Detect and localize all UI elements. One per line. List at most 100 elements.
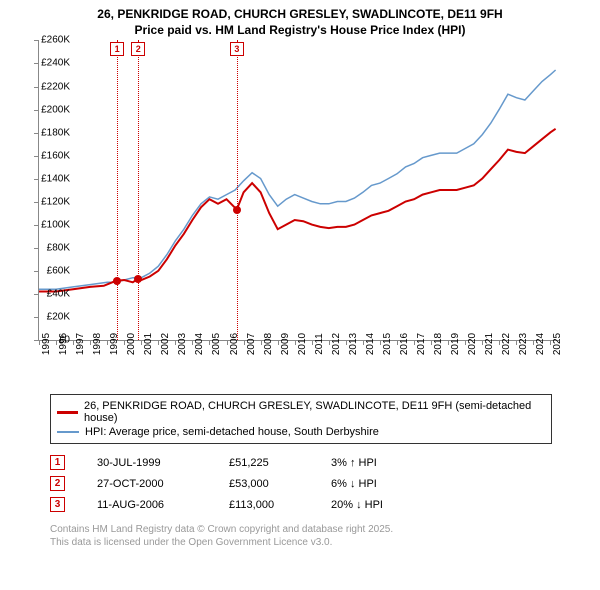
y-axis-tick — [34, 40, 39, 41]
x-axis-tick — [244, 340, 245, 345]
x-axis-label: 2017 — [416, 333, 427, 355]
legend-item-hpi: HPI: Average price, semi-detached house,… — [57, 425, 545, 439]
sales-row-hpi: 3% ↑ HPI — [331, 457, 421, 469]
x-axis-label: 2019 — [450, 333, 461, 355]
x-axis-label: 2012 — [331, 333, 342, 355]
sales-row-date: 30-JUL-1999 — [97, 457, 197, 469]
y-axis-tick — [34, 271, 39, 272]
sale-dot — [113, 277, 121, 285]
x-axis-label: 2000 — [126, 333, 137, 355]
legend-item-price-paid: 26, PENKRIDGE ROAD, CHURCH GRESLEY, SWAD… — [57, 399, 545, 425]
x-axis-tick — [312, 340, 313, 345]
chart-title: 26, PENKRIDGE ROAD, CHURCH GRESLEY, SWAD… — [0, 0, 600, 40]
x-axis-label: 2007 — [246, 333, 257, 355]
x-axis-label: 2004 — [194, 333, 205, 355]
sales-row-price: £113,000 — [229, 499, 299, 511]
x-axis-label: 2010 — [297, 333, 308, 355]
sales-row: 130-JUL-1999£51,2253% ↑ HPI — [50, 452, 600, 473]
y-axis-tick — [34, 156, 39, 157]
x-axis-label: 2005 — [211, 333, 222, 355]
sale-marker-box: 1 — [110, 42, 124, 56]
sales-row-marker: 3 — [50, 497, 65, 512]
y-axis-tick — [34, 248, 39, 249]
y-axis-label: £40K — [47, 289, 70, 300]
x-axis-label: 2022 — [501, 333, 512, 355]
x-axis-tick — [261, 340, 262, 345]
y-axis-tick — [34, 179, 39, 180]
x-axis-label: 2009 — [280, 333, 291, 355]
y-axis-label: £120K — [41, 196, 70, 207]
x-axis-label: 2011 — [314, 334, 325, 356]
sales-row-marker: 2 — [50, 476, 65, 491]
y-axis-label: £140K — [41, 173, 70, 184]
sales-row-hpi: 20% ↓ HPI — [331, 499, 421, 511]
y-axis-label: £200K — [41, 104, 70, 115]
y-axis-label: £100K — [41, 219, 70, 230]
sales-row-price: £53,000 — [229, 478, 299, 490]
sales-row-date: 27-OCT-2000 — [97, 478, 197, 490]
y-axis-tick — [34, 63, 39, 64]
x-axis-label: 1999 — [109, 333, 120, 355]
sales-row-date: 11-AUG-2006 — [97, 499, 197, 511]
x-axis-label: 1996 — [58, 333, 69, 355]
sales-row: 2 27-OCT-2000 £53,000 6% ↓ HPI — [50, 473, 600, 494]
y-axis-label: £60K — [47, 266, 70, 277]
y-axis-label: £80K — [47, 243, 70, 254]
x-axis-label: 2024 — [535, 333, 546, 355]
x-axis-label: 2015 — [382, 333, 393, 355]
x-axis-tick — [329, 340, 330, 345]
x-axis-tick — [90, 340, 91, 345]
sales-row-hpi: 6% ↓ HPI — [331, 478, 421, 490]
x-axis-label: 2008 — [263, 333, 274, 355]
x-axis-tick — [39, 340, 40, 345]
legend-swatch-hpi — [57, 431, 79, 433]
x-axis-label: 2018 — [433, 333, 444, 355]
sale-dot — [134, 275, 142, 283]
sale-dot — [233, 206, 241, 214]
x-axis-label: 2021 — [484, 333, 495, 355]
legend-label-price-paid: 26, PENKRIDGE ROAD, CHURCH GRESLEY, SWAD… — [84, 400, 545, 424]
y-axis-tick — [34, 133, 39, 134]
footer-line-1: Contains HM Land Registry data © Crown c… — [50, 523, 600, 536]
y-axis-label: £180K — [41, 127, 70, 138]
x-axis-label: 2003 — [177, 333, 188, 355]
sale-vline — [117, 40, 118, 340]
sale-vline — [237, 40, 238, 340]
x-axis-tick — [56, 340, 57, 345]
x-axis-tick — [380, 340, 381, 345]
sale-vline — [138, 40, 139, 340]
y-axis-tick — [34, 110, 39, 111]
sales-row-price: £51,225 — [229, 457, 299, 469]
legend: 26, PENKRIDGE ROAD, CHURCH GRESLEY, SWAD… — [50, 394, 552, 444]
legend-swatch-price-paid — [57, 411, 78, 414]
plot-region: 123 — [38, 40, 559, 341]
sales-table: 130-JUL-1999£51,2253% ↑ HPI227-OCT-2000£… — [50, 452, 600, 515]
y-axis-label: £160K — [41, 150, 70, 161]
y-axis-label: £260K — [41, 35, 70, 46]
title-line-1: 26, PENKRIDGE ROAD, CHURCH GRESLEY, SWAD… — [10, 6, 590, 22]
x-axis-tick — [278, 340, 279, 345]
y-axis-tick — [34, 317, 39, 318]
x-axis-label: 1998 — [92, 333, 103, 355]
x-axis-label: 1995 — [41, 333, 52, 355]
x-axis-label: 2025 — [552, 333, 563, 355]
x-axis-tick — [227, 340, 228, 345]
chart-area: 123 £0£20K£40K£60K£80K£100K£120K£140K£16… — [38, 40, 598, 390]
x-axis-tick — [431, 340, 432, 345]
y-axis-label: £240K — [41, 58, 70, 69]
y-axis-tick — [34, 225, 39, 226]
x-axis-label: 2006 — [229, 333, 240, 355]
sale-marker-box: 2 — [131, 42, 145, 56]
x-axis-label: 2002 — [160, 333, 171, 355]
sales-row: 3 11-AUG-2006 £113,000 20% ↓ HPI — [50, 494, 600, 515]
x-axis-tick — [363, 340, 364, 345]
y-axis-label: £20K — [47, 312, 70, 323]
footer: Contains HM Land Registry data © Crown c… — [50, 523, 600, 549]
x-axis-tick — [295, 340, 296, 345]
x-axis-label: 2023 — [518, 333, 529, 355]
x-axis-label: 2020 — [467, 333, 478, 355]
x-axis-tick — [414, 340, 415, 345]
footer-line-2: This data is licensed under the Open Gov… — [50, 536, 600, 549]
y-axis-label: £220K — [41, 81, 70, 92]
y-axis-tick — [34, 87, 39, 88]
